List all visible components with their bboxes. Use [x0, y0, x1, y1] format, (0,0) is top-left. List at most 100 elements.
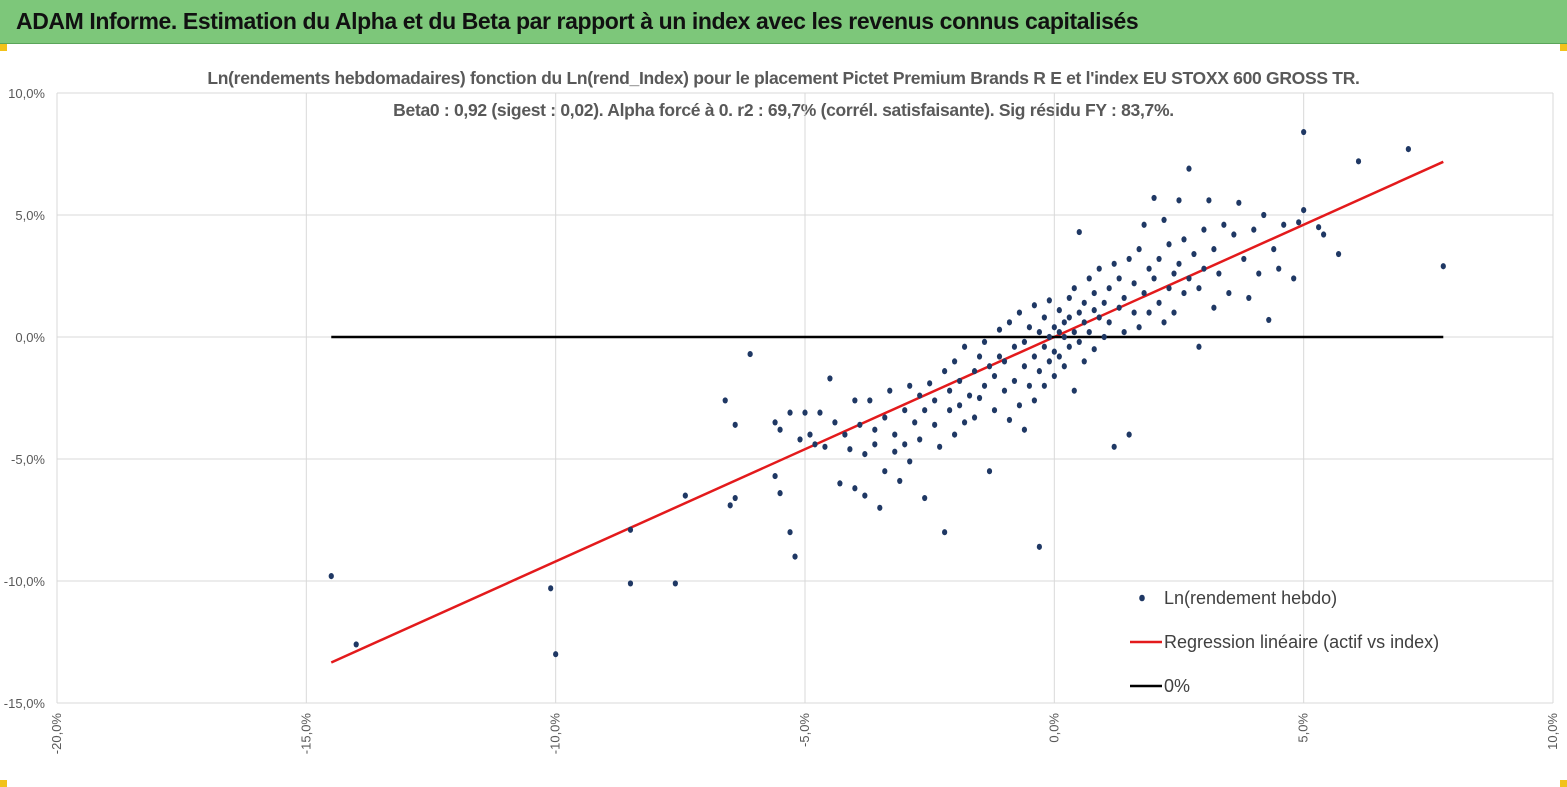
- data-point: [1301, 207, 1307, 214]
- data-point: [917, 436, 923, 443]
- corner-handle-bottom-left[interactable]: [0, 780, 7, 787]
- data-point: [732, 421, 738, 428]
- legend: Ln(rendement hebdo) Regression linéaire (…: [1130, 588, 1439, 696]
- data-point: [917, 392, 923, 399]
- data-point: [1056, 329, 1062, 336]
- data-point: [1156, 299, 1162, 306]
- data-point: [1251, 226, 1257, 233]
- data-point: [961, 419, 968, 426]
- data-point: [1001, 358, 1008, 365]
- data-point: [956, 402, 963, 409]
- data-point: [1036, 368, 1042, 375]
- data-point: [1016, 309, 1023, 316]
- y-tick-label: -15,0%: [4, 696, 46, 711]
- data-point: [777, 426, 783, 433]
- data-point: [1181, 289, 1187, 297]
- data-point: [1091, 289, 1097, 297]
- data-point: [1011, 343, 1018, 350]
- data-point: [1226, 289, 1232, 297]
- data-point: [902, 407, 908, 414]
- data-point: [907, 458, 913, 465]
- data-point: [1021, 426, 1028, 433]
- data-point: [986, 363, 993, 370]
- data-point: [1291, 275, 1297, 282]
- data-point: [1076, 309, 1082, 316]
- data-point: [1021, 338, 1028, 345]
- chart-area[interactable]: Ln(rendements hebdomadaires) fonction du…: [0, 44, 1567, 787]
- data-point: [971, 368, 978, 375]
- data-point: [932, 397, 938, 404]
- data-point: [1026, 382, 1032, 389]
- data-point: [1126, 255, 1132, 263]
- data-point: [887, 387, 893, 394]
- data-point: [1301, 128, 1307, 136]
- corner-handle-top-right[interactable]: [1560, 44, 1567, 51]
- data-point: [1355, 158, 1362, 165]
- data-point: [1161, 319, 1167, 326]
- data-point: [981, 382, 988, 389]
- data-point: [1076, 338, 1082, 345]
- data-point: [747, 350, 753, 358]
- data-point: [996, 353, 1003, 360]
- data-point: [966, 392, 973, 399]
- y-tick-labels: 10,0% 5,0% 0,0% -5,0% -10,0% -15,0%: [4, 86, 46, 711]
- data-point: [1081, 358, 1087, 365]
- data-point: [872, 441, 878, 448]
- data-point: [872, 426, 878, 433]
- data-point: [1051, 348, 1057, 355]
- data-point: [942, 529, 948, 536]
- data-point: [971, 414, 978, 421]
- data-point: [1056, 353, 1062, 360]
- data-point: [976, 394, 983, 402]
- data-point: [672, 580, 678, 587]
- data-point: [1191, 250, 1197, 258]
- data-point: [1061, 333, 1067, 341]
- data-point: [553, 651, 559, 658]
- data-point: [777, 490, 783, 497]
- data-point: [1031, 302, 1037, 309]
- data-point: [1236, 199, 1242, 206]
- data-point: [852, 485, 858, 492]
- data-point: [1116, 304, 1122, 311]
- data-point: [1321, 231, 1327, 238]
- data-point: [1056, 307, 1062, 314]
- report-banner: ADAM Informe. Estimation du Alpha et du …: [0, 0, 1567, 44]
- data-point: [912, 419, 918, 426]
- data-point: [927, 380, 933, 387]
- legend-label: Ln(rendement hebdo): [1164, 588, 1337, 608]
- data-point: [1136, 246, 1142, 253]
- corner-handle-top-left[interactable]: [0, 44, 7, 51]
- data-point: [1006, 416, 1013, 424]
- data-point: [932, 421, 938, 428]
- corner-handle-bottom-right[interactable]: [1560, 780, 1567, 787]
- x-tick-labels: -20,0% -15,0% -10,0% -5,0% 0,0% 5,0% 10,0%: [49, 713, 1560, 755]
- grid-lines: [56, 92, 1554, 704]
- data-point: [1136, 324, 1142, 331]
- data-point: [1106, 285, 1112, 292]
- data-point: [787, 409, 793, 416]
- data-point: [682, 492, 688, 499]
- data-point: [1096, 314, 1102, 321]
- data-point: [1151, 194, 1157, 202]
- data-point: [837, 480, 843, 487]
- data-point: [1061, 319, 1067, 326]
- data-point: [797, 436, 803, 443]
- y-tick-label: -5,0%: [11, 452, 45, 467]
- data-point: [1051, 372, 1057, 380]
- data-point: [802, 409, 808, 416]
- data-point: [991, 407, 998, 414]
- data-point: [1316, 224, 1322, 231]
- data-point: [1166, 241, 1172, 248]
- data-point: [1246, 294, 1252, 302]
- data-point: [1161, 216, 1167, 223]
- data-point: [1266, 316, 1272, 324]
- data-point: [1211, 304, 1217, 311]
- data-point: [817, 409, 823, 416]
- data-point: [847, 446, 853, 453]
- data-point: [1146, 309, 1152, 316]
- data-point: [1196, 343, 1202, 350]
- y-tick-label: 10,0%: [8, 86, 45, 101]
- data-point: [922, 494, 928, 502]
- data-point: [1061, 363, 1067, 370]
